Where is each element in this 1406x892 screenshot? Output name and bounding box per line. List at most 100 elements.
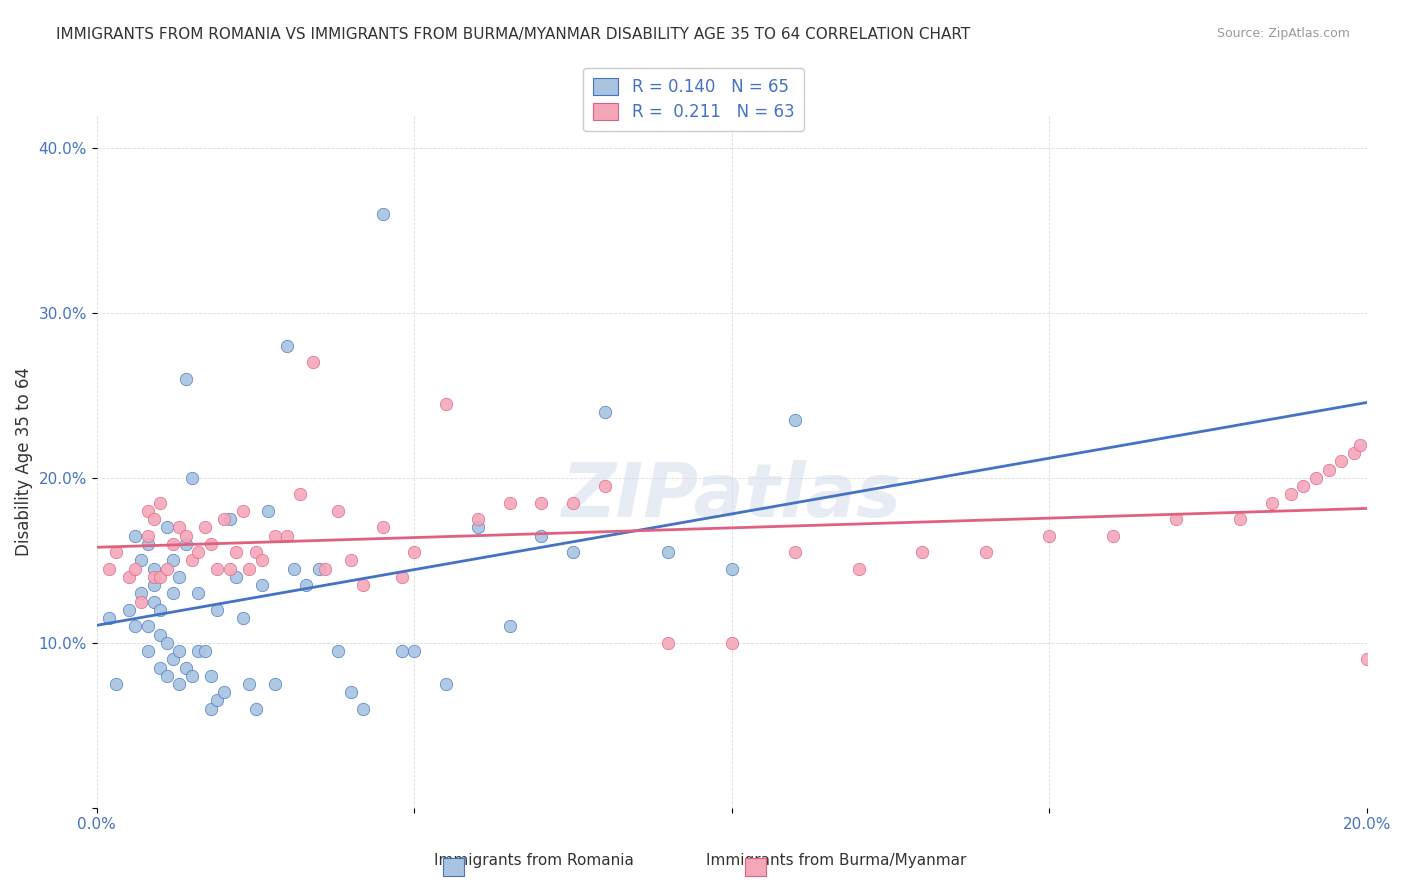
Point [720,636,742,650]
Point [245,545,267,559]
Point [353,578,375,592]
Point [562,545,585,559]
Point [245,702,267,716]
Point [174,537,197,551]
Point [250,553,273,567]
Point [181,553,204,567]
Point [1343,446,1365,460]
Point [657,636,679,650]
Point [498,495,520,509]
Text: Immigrants from Burma/Myanmar: Immigrants from Burma/Myanmar [706,854,967,868]
Point [194,520,217,534]
Point [657,545,679,559]
Point [301,355,323,369]
Point [187,586,209,600]
Point [257,504,280,518]
Legend: R = 0.140   N = 65, R =  0.211   N = 63: R = 0.140 N = 65, R = 0.211 N = 63 [583,68,804,131]
Point [162,553,184,567]
Point [200,537,222,551]
Point [434,397,457,411]
Point [149,570,172,584]
Point [136,504,159,518]
Point [1166,512,1188,526]
Point [404,545,426,559]
Point [187,644,209,658]
Point [129,586,152,600]
Point [117,570,139,584]
Point [467,512,489,526]
Point [276,339,298,353]
Point [174,528,197,542]
Point [1279,487,1302,501]
Y-axis label: Disability Age 35 to 64: Disability Age 35 to 64 [15,367,32,556]
Point [149,495,172,509]
Point [295,578,318,592]
Point [207,693,229,707]
Point [194,644,217,658]
Point [1101,528,1123,542]
Point [104,545,127,559]
Point [149,660,172,674]
Point [187,545,209,559]
Point [404,644,426,658]
Point [562,495,585,509]
Point [1305,471,1327,485]
Point [174,660,197,674]
Point [98,611,121,625]
Point [288,487,311,501]
Point [124,528,146,542]
Point [263,528,285,542]
Point [1355,652,1378,666]
Point [371,207,394,221]
Point [129,594,152,608]
Point [124,619,146,633]
Point [156,561,179,575]
Point [238,677,260,691]
Point [219,512,242,526]
Text: ZIPatlas: ZIPatlas [562,459,901,533]
Point [720,561,742,575]
Point [136,644,159,658]
Point [169,644,191,658]
Point [593,405,616,419]
Point [136,528,159,542]
Point [162,586,184,600]
Point [169,570,191,584]
Point [1292,479,1315,493]
Point [238,561,260,575]
Point [200,702,222,716]
Point [353,702,375,716]
Point [339,685,361,699]
Point [136,537,159,551]
Point [263,677,285,691]
Point [142,512,165,526]
Point [104,677,127,691]
Point [785,545,807,559]
Point [225,545,247,559]
Point [232,504,254,518]
Point [391,644,413,658]
Point [200,669,222,683]
Point [911,545,934,559]
Point [149,603,172,617]
Point [1229,512,1251,526]
Point [117,603,139,617]
Point [142,561,165,575]
Point [1317,463,1340,477]
Point [371,520,394,534]
Point [207,603,229,617]
Point [149,627,172,641]
Point [136,619,159,633]
Point [129,553,152,567]
Point [1330,454,1353,468]
Point [169,677,191,691]
Point [785,413,807,427]
Point [169,520,191,534]
Point [593,479,616,493]
Point [142,578,165,592]
Text: IMMIGRANTS FROM ROMANIA VS IMMIGRANTS FROM BURMA/MYANMAR DISABILITY AGE 35 TO 64: IMMIGRANTS FROM ROMANIA VS IMMIGRANTS FR… [56,27,970,42]
Text: Source: ZipAtlas.com: Source: ZipAtlas.com [1216,27,1350,40]
Point [326,644,349,658]
Point [212,512,235,526]
Point [142,570,165,584]
